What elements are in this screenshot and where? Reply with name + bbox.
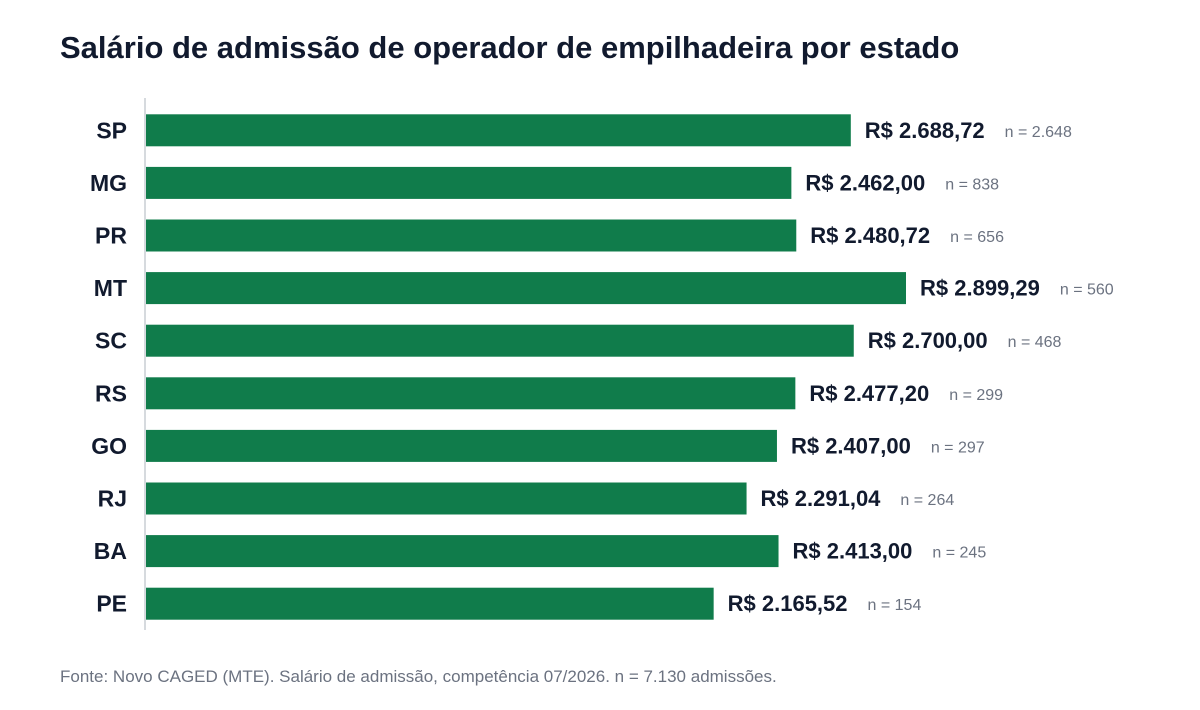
chart-title: Salário de admissão de operador de empil… [60, 30, 960, 65]
value-label: R$ 2.477,20 [809, 381, 929, 406]
category-label: MG [90, 170, 127, 196]
source-note: Fonte: Novo CAGED (MTE). Salário de admi… [60, 667, 777, 686]
value-label: R$ 2.480,72 [810, 223, 930, 248]
value-label: R$ 2.413,00 [793, 539, 913, 564]
sample-size-label: n = 264 [900, 492, 954, 509]
bar-mg [146, 166, 792, 199]
value-label: R$ 2.899,29 [920, 276, 1040, 301]
category-label: SP [96, 117, 127, 143]
value-label: R$ 2.462,00 [805, 170, 925, 195]
bar-mt [146, 272, 906, 305]
sample-size-label: n = 656 [950, 229, 1004, 246]
bar-pe [146, 587, 714, 620]
bar-ba [146, 535, 779, 568]
bar-sp [146, 114, 851, 147]
category-label: PR [95, 223, 127, 249]
value-label: R$ 2.291,04 [761, 486, 882, 511]
sample-size-label: n = 245 [932, 545, 986, 562]
category-label: PE [96, 591, 127, 617]
bar-sc [146, 324, 854, 357]
category-label: SC [95, 328, 127, 354]
sample-size-label: n = 838 [945, 176, 999, 193]
sample-size-label: n = 560 [1060, 282, 1114, 299]
category-label: MT [94, 275, 127, 301]
bar-rj [146, 482, 747, 515]
category-label: GO [91, 433, 127, 459]
bar-go [146, 429, 777, 462]
category-label: RS [95, 380, 127, 406]
value-label: R$ 2.407,00 [791, 433, 911, 458]
value-label: R$ 2.688,72 [865, 118, 985, 143]
sample-size-label: n = 468 [1008, 334, 1062, 351]
category-label: RJ [98, 486, 127, 512]
category-label: BA [94, 538, 127, 564]
bar-pr [146, 219, 797, 252]
sample-size-label: n = 154 [868, 597, 922, 614]
sample-size-label: n = 299 [949, 387, 1003, 404]
value-label: R$ 2.165,52 [728, 591, 848, 616]
value-label: R$ 2.700,00 [868, 328, 988, 353]
sample-size-label: n = 2.648 [1005, 124, 1072, 141]
sample-size-label: n = 297 [931, 439, 985, 456]
bar-rs [146, 377, 796, 410]
